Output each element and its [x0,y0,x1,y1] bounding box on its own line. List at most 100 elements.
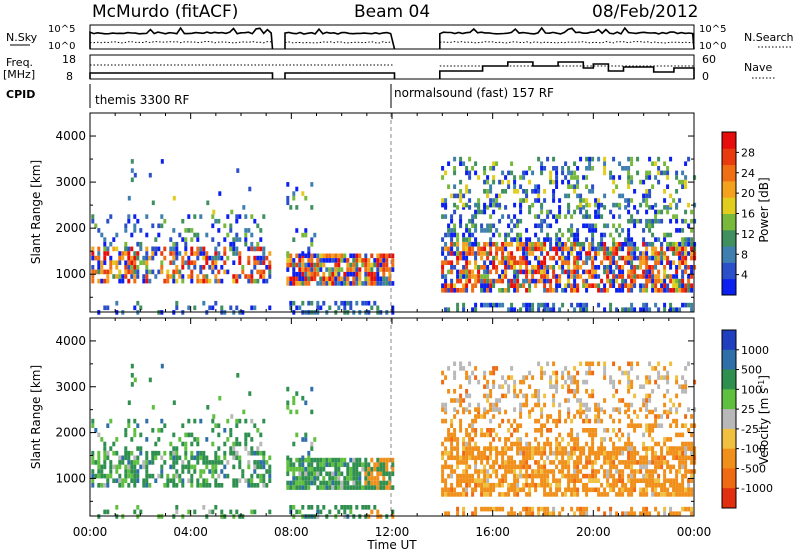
power-cell [684,269,688,275]
power-cell [364,253,368,259]
power-cell [528,307,532,312]
velocity-cell [337,476,341,481]
power-cell [642,255,646,261]
velocity-cell [597,478,601,483]
power-cell [567,269,571,275]
power-cell [268,260,272,265]
velocity-cell [316,457,320,463]
velocity-cell [669,423,673,428]
velocity-cell [579,446,583,451]
velocity-cell [558,482,562,488]
power-cell [561,166,565,171]
velocity-cell [328,485,332,490]
power-cell [139,260,143,265]
velocity-cell [310,471,314,477]
power-cell [654,251,658,256]
velocity-cell [238,455,242,461]
velocity-cell [555,379,559,385]
power-cell [639,283,643,288]
velocity-cell [693,446,697,451]
velocity-cell [196,478,200,483]
power-cell [474,255,478,261]
power-cell [573,288,577,293]
velocity-cell [654,487,658,493]
power-cell [106,269,110,275]
velocity-cell [687,441,691,447]
velocity-cell [663,441,667,447]
velocity-cell [175,469,179,474]
power-cell [385,276,389,282]
velocity-cell [585,379,589,385]
power-cell [184,228,188,233]
power-cell [181,218,185,224]
power-cell [540,209,544,215]
velocity-cell [480,492,484,497]
velocity-cell [600,482,604,488]
power-cell [648,307,652,312]
power-cell [534,189,538,194]
power-cell [588,161,592,166]
velocity-cell [540,375,544,380]
power-cell [603,156,607,162]
power-cell [465,170,469,176]
power-cell [495,161,499,166]
velocity-cell [660,450,664,456]
velocity-cell [453,455,457,461]
velocity-cell [687,469,691,474]
velocity-cell [675,407,679,412]
power-cell [675,242,679,247]
power-cell [218,191,222,196]
velocity-cell [609,511,613,516]
velocity-cell [187,464,191,470]
power-cell [328,258,332,263]
velocity-cell [205,460,209,465]
power-cell [660,218,664,224]
velocity-cell [510,469,514,474]
power-cell [645,251,649,256]
power-cell [501,302,505,308]
power-cell [361,281,365,286]
velocity-cell [223,441,227,447]
velocity-cell [588,393,592,399]
power-cell [522,260,526,265]
power-cell [501,246,505,252]
velocity-cell [118,473,122,479]
nsearch-tick-top: 10^5 [699,24,726,35]
velocity-cell [196,483,200,488]
velocity-cell [223,473,227,479]
velocity-cell [118,483,122,488]
power-cell [388,271,392,277]
velocity-cell [513,460,517,465]
power-cell [453,209,457,215]
velocity-cell [489,432,493,438]
power-cell [235,251,239,256]
velocity-cell [334,471,338,477]
power-cell [537,265,541,270]
velocity-cell [250,446,254,451]
power-cell [552,166,556,171]
power-cell [304,232,308,238]
power-cell [352,258,356,263]
velocity-cell [687,506,691,512]
power-cell [316,305,320,311]
velocity-cell [199,473,203,479]
power-cell [570,214,574,219]
power-cell [498,278,502,284]
velocity-cell [462,409,466,415]
velocity-cell [328,509,332,515]
velocity-cell [453,469,457,474]
velocity-cell [220,469,224,474]
velocity-cell [576,460,580,465]
velocity-cell [358,485,362,490]
power-cell [591,265,595,270]
velocity-cell [337,457,341,463]
velocity-cell [468,473,472,479]
velocity-cell [582,379,586,385]
velocity-cell [558,469,562,474]
velocity-cell [468,450,472,456]
velocity-cell [618,428,622,433]
power-cell [546,288,550,293]
power-cell [555,278,559,284]
velocity-cell [609,464,613,470]
velocity-cell [214,478,218,483]
